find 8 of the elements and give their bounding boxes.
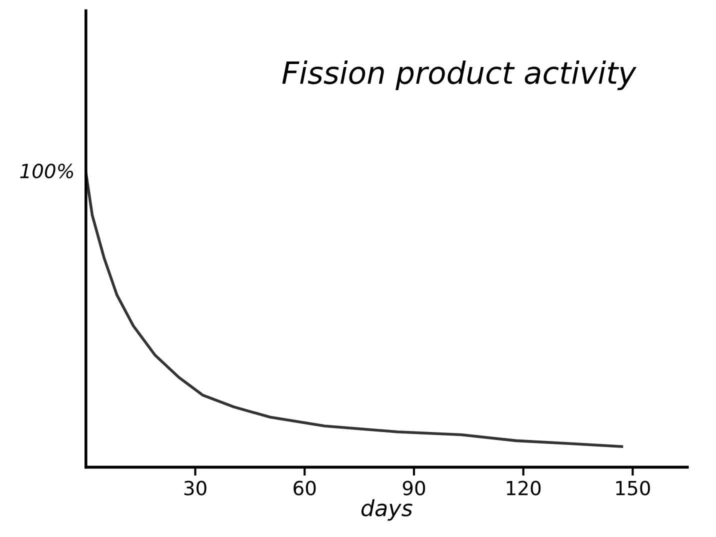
x-tick-label: 60 bbox=[294, 480, 316, 496]
x-tick-label: 120 bbox=[506, 480, 541, 496]
x-tick-label: 30 bbox=[184, 480, 206, 496]
chart-title: Fission product activity bbox=[282, 60, 637, 90]
x-axis-title: days bbox=[361, 499, 412, 521]
x-tick-label: 150 bbox=[616, 480, 650, 496]
x-tick-label: 90 bbox=[402, 480, 426, 496]
annotation: 100% bbox=[20, 164, 74, 178]
